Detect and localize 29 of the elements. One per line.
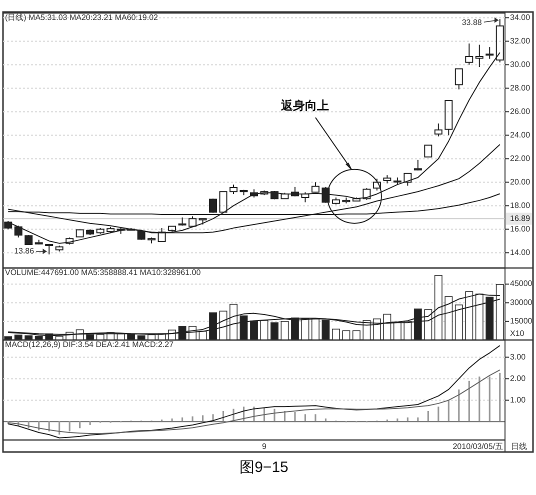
annotation: 13.86 — [14, 246, 35, 256]
y-tick-label: 15000 — [510, 316, 533, 326]
chart-title: VOLUME:447691.00 MA5:358888.41 MA10:328961.00 — [5, 268, 202, 277]
y-tick-label: 1.00 — [510, 395, 526, 404]
text: 2010/03/05/五 — [452, 442, 503, 451]
y-tick-label: 34.00 — [510, 12, 531, 22]
y-tick-label: 22.00 — [510, 154, 531, 163]
y-tick-label: 24.00 — [510, 130, 531, 140]
text: 日线 — [511, 442, 527, 451]
y-tick-label: 28.00 — [510, 83, 531, 92]
y-tick-label: 3.00 — [510, 352, 526, 362]
y-tick-label: 14.00 — [510, 248, 531, 257]
y-tick-label: 30.00 — [510, 60, 531, 69]
chart-title: MACD(12,26,9) DIF:3.54 DEA:2.41 MACD:2.27 — [5, 340, 174, 349]
caption: 图9−15 — [240, 459, 288, 476]
y-tick-label: 2.00 — [510, 374, 526, 383]
y-tick-label: 45000 — [510, 279, 533, 288]
x-tick-label: 9 — [262, 442, 268, 451]
annotation: 33.88 — [462, 18, 482, 28]
ref-line-label: 16.89 — [510, 214, 531, 223]
annotation: 返身向上 — [280, 98, 330, 112]
y-tick-label: 32.00 — [510, 36, 531, 46]
text: X10 — [510, 329, 525, 338]
y-tick-label: 30000 — [510, 298, 533, 307]
y-tick-label: 18.00 — [510, 200, 531, 210]
chart-title: (日线) MA5:31.03 MA20:23.21 MA60:19.02 — [5, 13, 159, 22]
y-tick-label: 26.00 — [510, 106, 531, 116]
y-tick-label: 16.00 — [510, 224, 531, 234]
y-tick-label: 20.00 — [510, 177, 531, 186]
